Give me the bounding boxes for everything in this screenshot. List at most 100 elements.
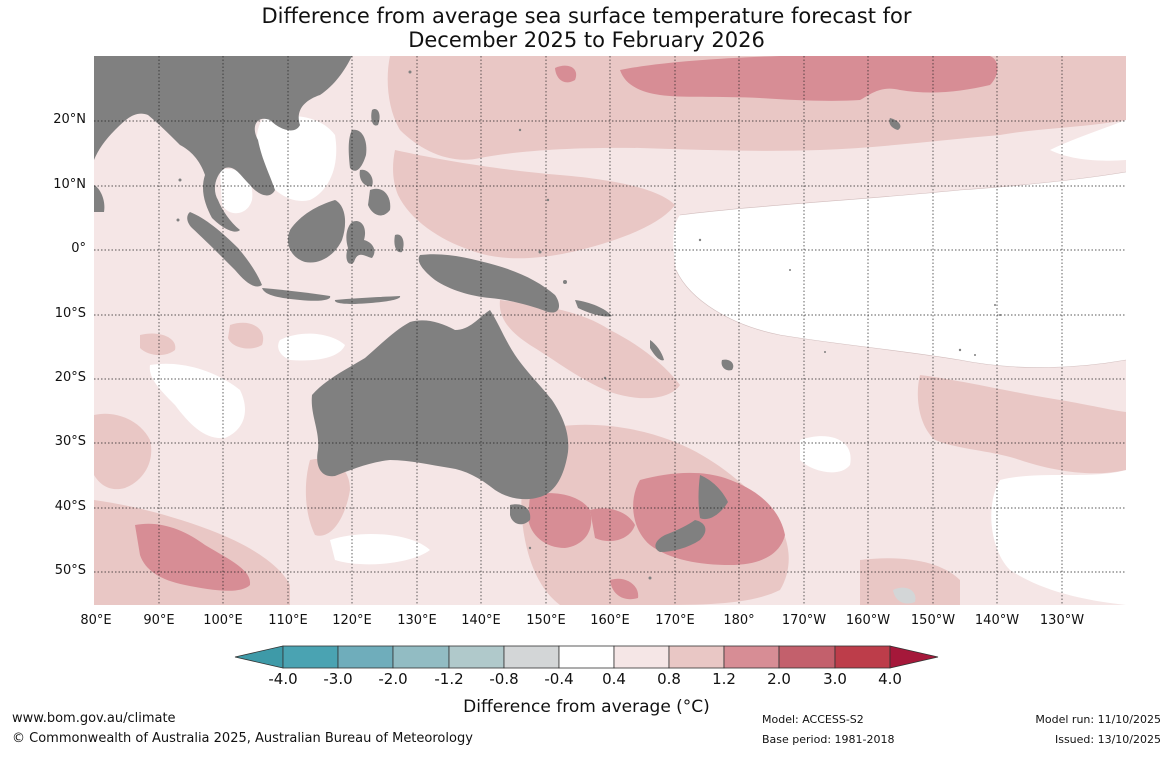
land-islet xyxy=(994,304,996,306)
anomaly-neutral-south-china-sea xyxy=(256,115,337,201)
lat-label-10s: 10°S xyxy=(54,306,86,321)
colorbar-max-arrow xyxy=(889,645,939,669)
copyright-notice: © Commonwealth of Australia 2025, Austra… xyxy=(12,731,473,746)
colorbar-bin xyxy=(337,645,394,669)
colorbar-min-arrow xyxy=(234,645,284,669)
colorbar-tick: -0.4 xyxy=(544,670,574,688)
land-islet xyxy=(546,198,550,202)
anomaly-warm-south-pacific-band xyxy=(917,375,1126,474)
colorbar xyxy=(234,645,939,669)
land-islet xyxy=(538,250,542,254)
colorbar-tick: -3.0 xyxy=(323,670,353,688)
land-islet xyxy=(648,576,652,580)
anomaly-moderate-tasman-central xyxy=(590,508,635,542)
anomaly-moderate-south-tasmania xyxy=(528,493,592,548)
anomaly-warm-west-australia-coast xyxy=(305,458,350,536)
anomaly-warm-indian-west xyxy=(94,413,152,490)
lon-label-120e: 120°E xyxy=(332,613,372,628)
lon-label-170w: 170°W xyxy=(781,613,827,628)
land-islet xyxy=(518,128,522,132)
colorbar-bin xyxy=(668,645,725,669)
colorbar-tick: 0.4 xyxy=(602,670,626,688)
anomaly-moderate-north-pacific xyxy=(620,56,998,101)
lon-label-170e: 170°E xyxy=(655,613,695,628)
lon-label-130w: 130°W xyxy=(1039,613,1085,628)
colorbar-bin xyxy=(392,645,450,669)
land-islet xyxy=(563,280,567,284)
colorbar-bin xyxy=(723,645,780,669)
lon-label-160e: 160°E xyxy=(590,613,630,628)
model-run-date: Model run: 11/10/2025 xyxy=(1035,713,1161,726)
anomaly-moderate-northwest-pacific-spot xyxy=(555,65,577,83)
land-tasmania xyxy=(510,504,531,525)
land-new-guinea xyxy=(418,254,560,313)
anomaly-warm-indian-patch-1 xyxy=(140,333,176,356)
land-islet xyxy=(958,348,962,352)
land-islet xyxy=(974,354,976,356)
colorbar-tick: -0.8 xyxy=(489,670,519,688)
model-name: Model: ACCESS-S2 xyxy=(762,713,864,726)
anomaly-warm-west-pacific-tongue xyxy=(393,150,675,259)
land-fiji xyxy=(721,359,734,371)
land-moluccas xyxy=(394,234,404,253)
bom-url-link[interactable]: www.bom.gov.au/climate xyxy=(12,711,176,726)
base-period: Base period: 1981-2018 xyxy=(762,733,895,746)
colorbar-bin xyxy=(834,645,891,669)
lon-label-180: 180° xyxy=(723,613,755,628)
land-islet xyxy=(178,178,182,182)
anomaly-warm-southern-ocean-east xyxy=(860,558,960,605)
anomaly-neutral-south-pacific-patch xyxy=(800,436,851,473)
land-islet xyxy=(176,218,180,222)
anomaly-neutral-southeast-pacific xyxy=(991,470,1126,605)
colorbar-tick: 1.2 xyxy=(712,670,736,688)
colorbar-tick: -4.0 xyxy=(268,670,298,688)
colorbar-bin xyxy=(778,645,836,669)
issued-date: Issued: 13/10/2025 xyxy=(1054,733,1161,746)
land-borneo xyxy=(287,200,346,263)
land-islet xyxy=(999,314,1001,316)
lon-label-100e: 100°E xyxy=(203,613,243,628)
land-philippines-visayas xyxy=(359,169,373,187)
lat-label-10n: 10°N xyxy=(53,177,86,192)
lat-label-40s: 40°S xyxy=(54,499,86,514)
anomaly-neutral-indian-ocean-mid xyxy=(278,333,345,361)
land-sumatra xyxy=(187,212,262,287)
lon-label-140e: 140°E xyxy=(461,613,501,628)
colorbar-tick: -2.0 xyxy=(378,670,408,688)
lon-label-160w: 160°W xyxy=(845,613,891,628)
colorbar-tick: 3.0 xyxy=(823,670,847,688)
anomaly-neutral-southern-ocean-patch xyxy=(330,534,430,565)
title-line-1: Difference from average sea surface temp… xyxy=(261,4,912,28)
anomaly-neutral-east-pacific xyxy=(1050,120,1126,161)
land-philippines-luzon xyxy=(348,129,367,171)
lon-label-130e: 130°E xyxy=(397,613,437,628)
colorbar-tick: 2.0 xyxy=(767,670,791,688)
lon-label-90e: 90°E xyxy=(143,613,175,628)
land-new-caledonia xyxy=(650,340,664,361)
title-line-2: December 2025 to February 2026 xyxy=(408,28,765,52)
graticule xyxy=(94,56,1126,605)
land-islet xyxy=(528,546,532,550)
anomaly-neutral-central-pacific xyxy=(673,172,1126,368)
anomaly-neutral-indian-ocean-south xyxy=(149,363,245,439)
colorbar-bin xyxy=(282,645,339,669)
land-solomon xyxy=(575,300,612,317)
anomaly-warm-indian-patch-2 xyxy=(228,322,264,349)
lon-label-150e: 150°E xyxy=(526,613,566,628)
anomaly-neutral-gulf-thailand xyxy=(220,169,253,214)
lat-label-20n: 20°N xyxy=(53,112,86,127)
lat-label-equator: 0° xyxy=(71,241,86,256)
lat-label-30s: 30°S xyxy=(54,434,86,449)
anomaly-warm-coral-sea xyxy=(499,300,680,399)
land-india-tip xyxy=(94,185,105,212)
colorbar-tick: 4.0 xyxy=(878,670,902,688)
lat-label-50s: 50°S xyxy=(54,563,86,578)
anomaly-moderate-southern-spot xyxy=(610,578,639,600)
land-sulawesi xyxy=(346,220,375,264)
colorbar-bin xyxy=(503,645,560,669)
land-australia xyxy=(311,310,569,500)
colorbar-bin xyxy=(613,645,670,669)
colorbar-bin xyxy=(558,645,615,669)
land-islet xyxy=(698,238,702,242)
